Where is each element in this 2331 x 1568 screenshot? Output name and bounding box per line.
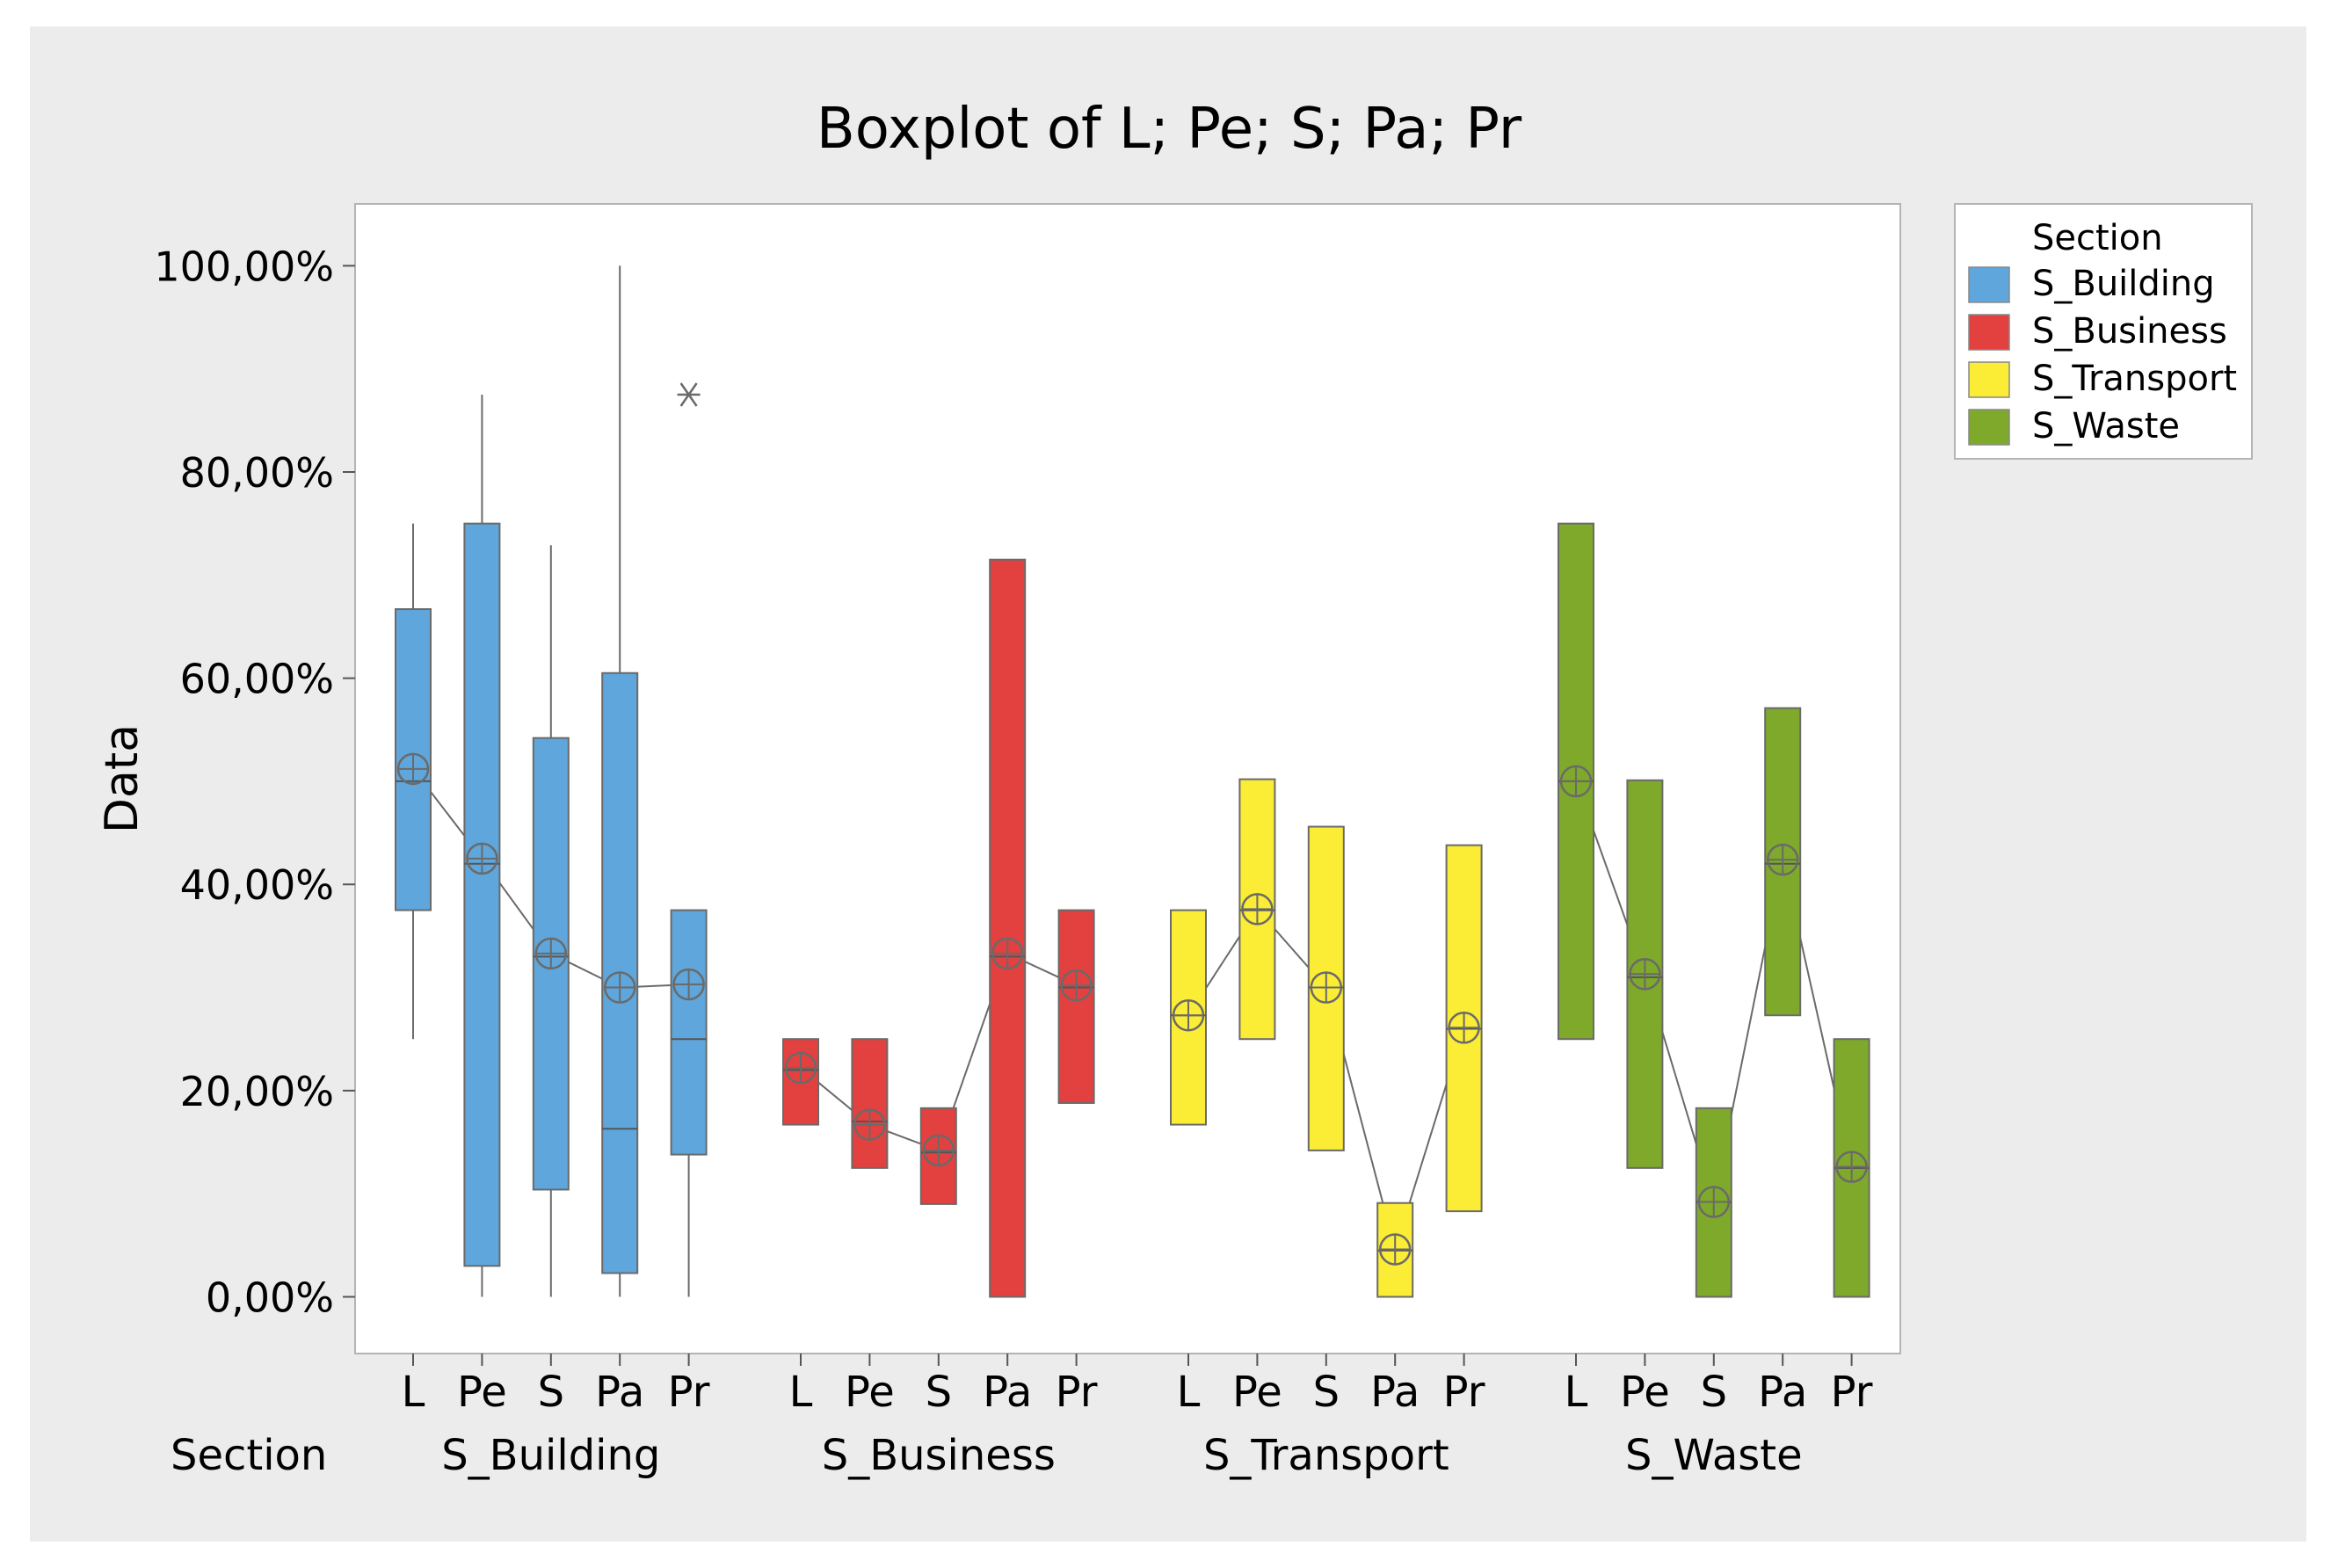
x-var-label: Pe xyxy=(1620,1368,1670,1417)
box-S_Business-Pe xyxy=(851,1038,889,1169)
x-var-label: S xyxy=(538,1368,564,1417)
box-S_Transport-Pa xyxy=(1376,1201,1414,1298)
x-var-label: Pe xyxy=(457,1368,507,1417)
x-var-label: S xyxy=(1701,1368,1727,1417)
box-S_Transport-Pe xyxy=(1238,778,1276,1041)
x-var-label: S xyxy=(926,1368,952,1417)
x-var-label: Pr xyxy=(1056,1368,1098,1417)
x-var-label: Pa xyxy=(1370,1368,1420,1417)
plot-area xyxy=(354,203,1901,1354)
y-tick-label: 60,00% xyxy=(180,656,334,703)
outlier-stroke xyxy=(679,382,698,407)
x-var-label: Pa xyxy=(983,1368,1032,1417)
x-var-label: Pr xyxy=(1831,1368,1873,1417)
iqr-box xyxy=(463,522,501,1267)
x-var-label: Pa xyxy=(595,1368,644,1417)
box-S_Building-Pr xyxy=(670,382,708,1297)
box-S_Transport-S xyxy=(1307,825,1345,1151)
legend-title: Section xyxy=(2032,218,2163,258)
iqr-box xyxy=(670,909,708,1156)
x-var-label: Pr xyxy=(668,1368,710,1417)
box-S_Business-Pr xyxy=(1057,909,1095,1104)
legend-entry: S_Building xyxy=(2032,264,2215,304)
legend-swatch-S_Building xyxy=(1968,266,2010,303)
legend-entry: S_Waste xyxy=(2032,406,2180,446)
x-axis-row-title: Section xyxy=(171,1431,327,1480)
x-var-label: S xyxy=(1313,1368,1340,1417)
x-var-label: Pa xyxy=(1758,1368,1807,1417)
x-var-label: L xyxy=(1177,1368,1201,1417)
box-S_Business-L xyxy=(782,1038,819,1126)
iqr-box xyxy=(1057,909,1095,1104)
x-var-label: Pe xyxy=(845,1368,895,1417)
y-tick-label: 0,00% xyxy=(206,1274,334,1321)
y-axis-label: Data xyxy=(96,724,149,833)
box-S_Waste-Pr xyxy=(1833,1038,1870,1298)
x-group-label: S_Transport xyxy=(1203,1431,1449,1480)
legend-swatch-S_Waste xyxy=(1968,409,2010,446)
box-S_Waste-Pa xyxy=(1764,707,1802,1017)
x-group-label: S_Waste xyxy=(1625,1431,1803,1480)
box-S_Building-Pe xyxy=(463,395,501,1297)
iqr-box xyxy=(851,1038,889,1169)
y-tick-label: 100,00% xyxy=(154,243,334,290)
legend-swatch-S_Business xyxy=(1968,314,2010,351)
legend: Section S_Building S_Business S_Transport S… xyxy=(1954,203,2253,460)
x-group-label: S_Business xyxy=(822,1431,1056,1480)
legend-entry: S_Transport xyxy=(2032,359,2237,399)
box-S_Business-S xyxy=(919,1107,957,1205)
series-layer xyxy=(395,265,1870,1298)
box-S_Waste-Pe xyxy=(1626,779,1664,1169)
y-axis: 0,00% 20,00% 40,00% 60,00% 80,00% 100,00% xyxy=(154,243,355,1321)
box-S_Waste-L xyxy=(1558,522,1594,1041)
x-group-label: S_Building xyxy=(441,1431,660,1480)
x-var-label: Pr xyxy=(1443,1368,1485,1417)
y-tick-label: 80,00% xyxy=(180,449,334,497)
box-S_Transport-L xyxy=(1170,909,1207,1126)
x-var-label: Pe xyxy=(1232,1368,1282,1417)
box-S_Transport-Pr xyxy=(1445,844,1483,1213)
x-var-label: L xyxy=(789,1368,813,1417)
iqr-box xyxy=(989,558,1027,1298)
legend-entry: S_Business xyxy=(2032,311,2227,352)
x-var-label: L xyxy=(402,1368,425,1417)
box-S_Waste-S xyxy=(1695,1107,1732,1298)
chart-title: Boxplot of L; Pe; S; Pa; Pr xyxy=(817,97,1522,162)
outlier-marker xyxy=(677,382,701,407)
box-S_Building-L xyxy=(395,523,432,1040)
y-tick-label: 20,00% xyxy=(180,1068,334,1115)
box-S_Building-Pa xyxy=(601,265,639,1297)
box-S_Building-S xyxy=(532,545,570,1297)
box-S_Business-Pa xyxy=(989,558,1027,1298)
x-var-label: L xyxy=(1565,1368,1588,1417)
legend-swatch-S_Transport xyxy=(1968,361,2010,398)
y-tick-label: 40,00% xyxy=(180,861,334,909)
